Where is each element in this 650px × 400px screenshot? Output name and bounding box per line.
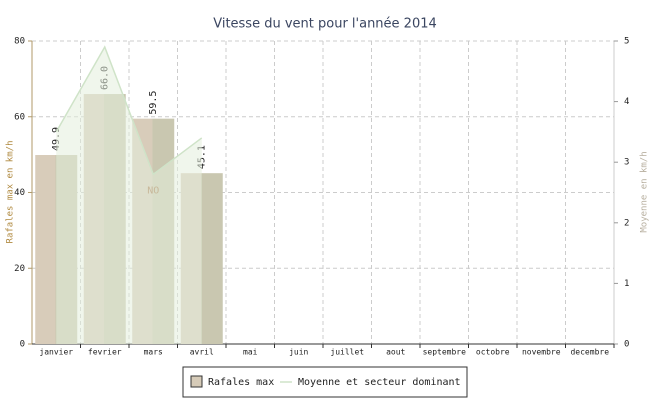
- y-tick-label: 0: [20, 340, 25, 350]
- y-tick-label: 20: [14, 264, 25, 274]
- x-tick-label: novembre: [522, 348, 561, 357]
- value-label: 59.5: [148, 91, 159, 115]
- legend-label: Rafales max: [208, 377, 274, 388]
- y2-tick-label: 0: [624, 340, 629, 350]
- legend-swatch: [190, 375, 203, 388]
- line-area: [56, 47, 202, 345]
- chart-title: Vitesse du vent pour l'année 2014: [213, 17, 437, 32]
- x-tick-label: aout: [386, 348, 405, 357]
- x-tick-label: mai: [243, 348, 258, 357]
- value-label: 45.1: [197, 145, 208, 169]
- y2-tick-label: 5: [624, 37, 629, 47]
- x-tick-label: juin: [289, 348, 308, 357]
- x-tick-label: juillet: [330, 348, 364, 357]
- x-tick-label: decembre: [570, 348, 609, 357]
- y-tick-label: 60: [14, 112, 25, 122]
- x-tick-label: septembre: [423, 348, 467, 357]
- sector-label: NO: [147, 185, 159, 196]
- x-tick-label: octobre: [476, 348, 510, 357]
- x-tick-label: fevrier: [88, 348, 122, 357]
- y-axis-label: Rafales max en km/h: [6, 141, 16, 244]
- line: [55, 45, 203, 176]
- y2-tick-label: 1: [624, 279, 629, 289]
- x-tick-label: avril: [190, 348, 214, 357]
- y-tick-label: 40: [14, 188, 25, 198]
- legend: [182, 366, 468, 398]
- y2-axis-label: Moyenne en km/h: [640, 151, 650, 232]
- y2-tick-label: 4: [624, 97, 629, 107]
- x-tick-label: janvier: [39, 348, 73, 357]
- x-tick-label: mars: [144, 348, 163, 357]
- y-tick-label: 80: [14, 37, 25, 47]
- y2-tick-label: 2: [624, 218, 629, 228]
- legend-label: Moyenne et secteur dominant: [298, 377, 461, 388]
- y2-tick-label: 3: [624, 158, 629, 168]
